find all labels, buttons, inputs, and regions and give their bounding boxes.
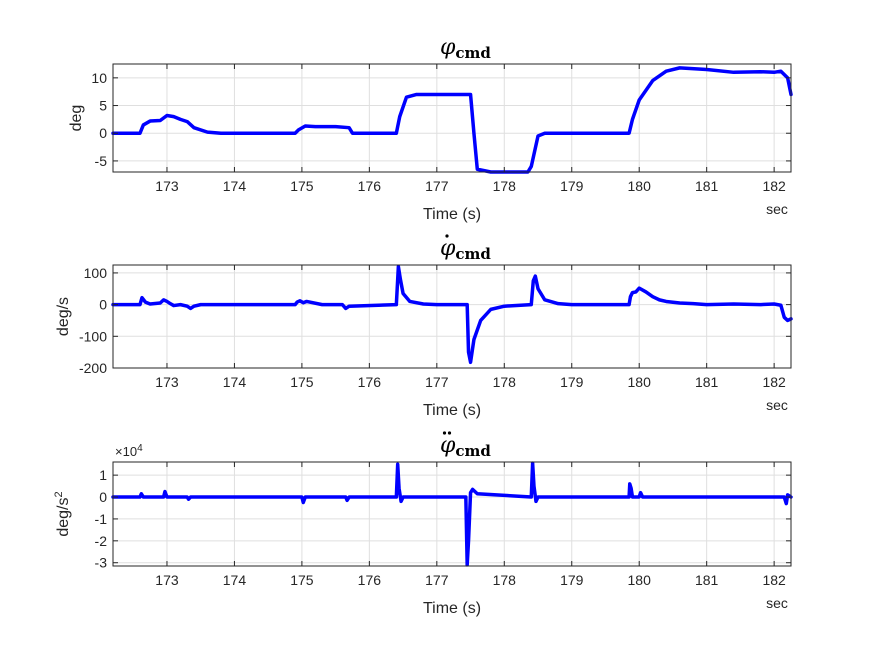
chart-1-x-tick-label: 177 [425,178,449,194]
chart-2-x-tick-label: 176 [358,374,382,390]
chart-1-x-tick-label: 176 [358,178,382,194]
chart-3-y-tick-label: -1 [95,511,108,527]
chart-2-y-tick-label: -200 [79,360,107,376]
chart-2-x-tick-label: 182 [762,374,786,390]
chart-1-x-tick-label: 181 [695,178,719,194]
chart-1-x-tick-label: 178 [493,178,517,194]
chart-1-series-line [111,66,793,174]
chart-1-plot-area [113,64,791,172]
chart-3-y-tick-label: -2 [95,533,108,549]
chart-3-x-tick-label: 173 [155,572,179,588]
chart-2-plot-area [113,265,791,368]
chart-3-x-tick-label: 177 [425,572,449,588]
chart-3-title-dot [447,431,452,435]
chart-2-x-unit-label: sec [766,397,788,413]
chart-2-y-tick-label: -100 [79,328,107,344]
chart-2-y-tick-label: 0 [99,297,107,313]
chart-2-x-axis-label: Time (s) [423,402,481,419]
chart-2-series-line [111,264,793,365]
chart-2-y-tick-label: 100 [84,265,108,281]
chart-3-x-unit-label: sec [766,595,788,611]
chart-2-x-tick-label: 174 [223,374,247,390]
chart-1-x-tick-label: 173 [155,178,179,194]
chart-1-y-tick-label: -5 [95,153,108,169]
chart-3-x-tick-label: 176 [358,572,382,588]
chart-1-x-tick-label: 179 [560,178,584,194]
chart-2-x-tick-label: 177 [425,374,449,390]
chart-3-x-tick-label: 180 [628,572,652,588]
chart-2-x-tick-label: 173 [155,374,179,390]
chart-2-x-tick-label: 178 [493,374,517,390]
chart-1: 173 174 175 176 177 178 179 180 181 182 -5 0 5 10 Time… [68,35,793,223]
chart-3-axes-box [112,461,792,567]
chart-3-title-subscript: cmd [455,442,491,460]
chart-1-y-tick-label: 10 [91,70,107,86]
chart-3-exponent-label: ×104 [115,443,143,460]
chart-3-y-axis-label: deg/s2 [53,491,72,536]
chart-2-axes-box [112,264,792,369]
chart-3-series-line [111,461,793,567]
chart-2: 173 174 175 176 177 178 179 180 181 182 -200 -100 0 1… [55,234,793,419]
chart-3-exponent-power: 4 [137,443,143,454]
chart-3-x-tick-label: 182 [762,572,786,588]
chart-2-y-axis-label: deg/s [55,297,72,336]
chart-1-x-axis-label: Time (s) [423,206,481,223]
chart-3-plot-area [113,462,791,566]
chart-3-y-axis-label-superscript: 2 [53,491,65,497]
chart-1-x-tick-label: 175 [290,178,314,194]
chart-2-x-tick-label: 181 [695,374,719,390]
chart-3-x-axis-label: Time (s) [423,600,481,617]
chart-1-x-unit-label: sec [766,201,788,217]
chart-3-x-tick-label: 179 [560,572,584,588]
chart-3-x-tick-label: 175 [290,572,314,588]
chart-1-axes-box [112,63,792,173]
chart-3-y-tick-label: 1 [99,467,107,483]
chart-2-title-dot [445,234,449,238]
chart-2-x-tick-label: 175 [290,374,314,390]
chart-2-title-subscript: cmd [455,245,491,263]
chart-2-x-tick-label: 179 [560,374,584,390]
chart-1-y-tick-label: 0 [99,125,107,141]
chart-1-x-tick-label: 182 [762,178,786,194]
chart-1-x-tick-label: 174 [223,178,247,194]
chart-3-y-tick-label: 0 [99,489,107,505]
chart-3-x-tick-label: 181 [695,572,719,588]
chart-3-x-tick-label: 178 [493,572,517,588]
chart-3: 173 174 175 176 177 178 179 180 181 182 -3 -2 -1 0 1 Ti… [53,431,793,617]
chart-1-y-axis-label: deg [68,105,85,132]
chart-1-title-subscript: cmd [455,44,491,62]
chart-3-x-tick-label: 174 [223,572,247,588]
chart-1-y-tick-label: 5 [99,98,107,114]
chart-2-x-tick-label: 180 [628,374,652,390]
chart-3-title-dot [442,431,447,435]
chart-1-x-tick-label: 180 [628,178,652,194]
chart-3-y-tick-label: -3 [95,555,108,571]
